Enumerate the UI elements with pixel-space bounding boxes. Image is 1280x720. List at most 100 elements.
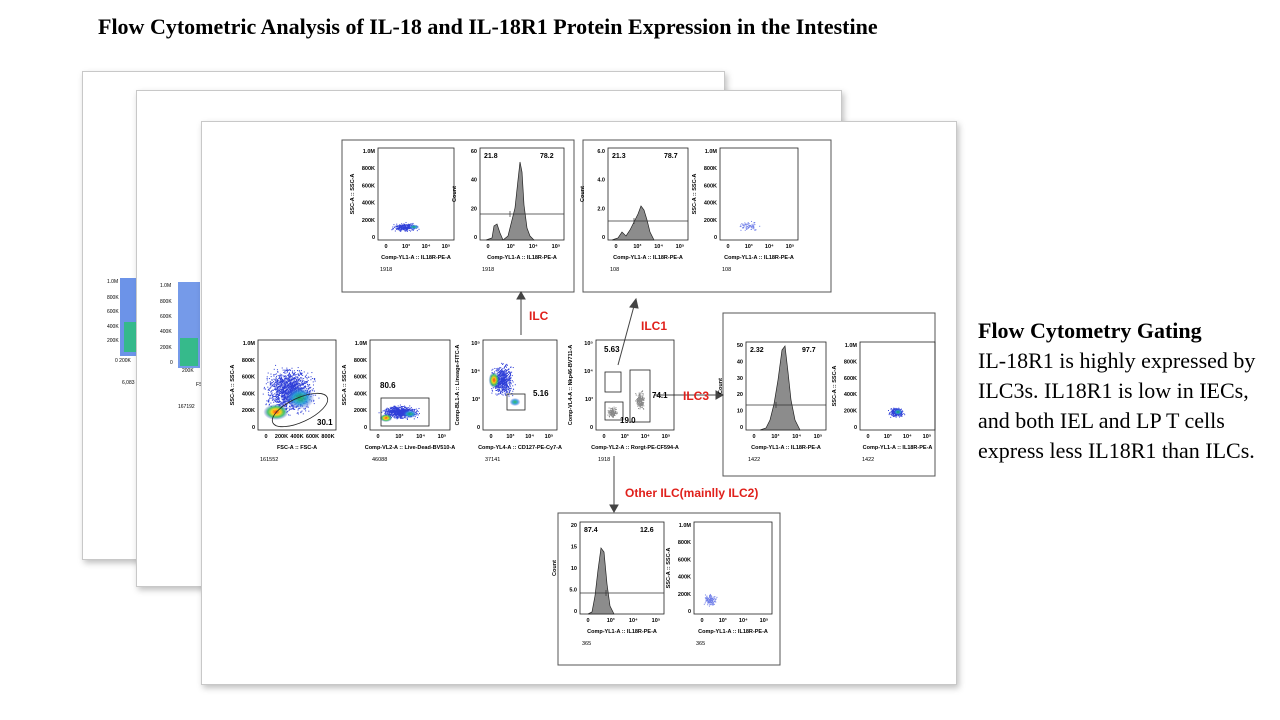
ilc3-scatter-ytick: 600K bbox=[844, 376, 857, 382]
plot-fsc-ssc-dot bbox=[288, 378, 290, 380]
ilc1-scatter-dot bbox=[743, 225, 745, 227]
plot-lineage-cd127-ytick: 0 bbox=[477, 425, 480, 431]
plot-live-dead-dot bbox=[413, 410, 415, 412]
plot-live-dead-dot bbox=[402, 409, 404, 411]
plot-live-dead-dot bbox=[397, 408, 399, 410]
plot-lineage-cd127-dot bbox=[502, 370, 504, 372]
plot-live-dead-dot bbox=[385, 411, 387, 413]
plot-fsc-ssc-dot bbox=[300, 412, 302, 414]
plot-nkp46-rorgt-dot bbox=[612, 408, 614, 410]
plot-live-dead-dot bbox=[401, 412, 403, 414]
plot-live-dead-dot bbox=[394, 405, 396, 407]
plot-live-dead-dot bbox=[400, 412, 402, 414]
plot-fsc-ssc-dot bbox=[282, 378, 284, 380]
plot-fsc-ssc-dot bbox=[271, 379, 273, 381]
ilc-hist-xlabel: Comp-YL1-A :: IL18R-PE-A bbox=[487, 255, 557, 261]
plot-lineage-cd127-dot bbox=[504, 373, 506, 375]
ilc-scatter-dot bbox=[405, 227, 407, 229]
ilc-scatter-dot bbox=[403, 228, 405, 230]
plot-live-dead-dot bbox=[391, 407, 393, 409]
plot-lineage-cd127-dot bbox=[509, 378, 511, 380]
plot-lineage-cd127-dot bbox=[497, 387, 499, 389]
plot-fsc-ssc-dot bbox=[266, 379, 268, 381]
other-scatter-dot bbox=[713, 596, 715, 598]
plot-fsc-ssc-dot bbox=[292, 387, 294, 389]
ilc-scatter-dot bbox=[405, 227, 407, 229]
plot-live-dead-dot bbox=[394, 411, 396, 413]
ilc3-scatter-dot bbox=[900, 413, 902, 415]
plot-fsc-ssc-dot bbox=[273, 398, 275, 400]
plot-lineage-cd127-dot bbox=[506, 372, 508, 374]
plot-lineage-cd127-dot bbox=[500, 378, 502, 380]
ilc3-scatter-xtick: 10⁵ bbox=[923, 434, 932, 440]
plot-fsc-ssc-dot bbox=[311, 389, 313, 391]
plot-fsc-ssc-dot bbox=[276, 391, 278, 393]
plot-lineage-cd127-ytick: 10³ bbox=[472, 396, 480, 403]
plot-live-dead-dot bbox=[386, 409, 388, 411]
plot-lineage-cd127-dot bbox=[512, 390, 514, 392]
plot-lineage-cd127-dot bbox=[498, 371, 500, 373]
ilc1-scatter-dot bbox=[742, 224, 744, 226]
ilc1-scatter-dot bbox=[755, 229, 757, 231]
plot-nkp46-rorgt-ylabel: Comp-VL4-A :: Nkp46-BV711-A bbox=[568, 345, 574, 426]
plot-fsc-ssc-dot bbox=[304, 381, 306, 383]
plot-nkp46-rorgt-dot bbox=[639, 401, 641, 403]
plot-live-dead-dot bbox=[399, 413, 401, 415]
ilc-scatter-dot bbox=[392, 228, 394, 230]
plot-lineage-cd127-dot bbox=[506, 373, 508, 375]
plot-nkp46-rorgt-dot bbox=[638, 402, 640, 404]
plot-lineage-cd127-dot bbox=[494, 371, 496, 373]
plot-fsc-ssc-dot bbox=[274, 384, 276, 386]
plot-lineage-cd127-xtick: 10⁴ bbox=[525, 434, 534, 440]
plot-live-dead-dot bbox=[397, 414, 399, 416]
other-scatter-ytick: 800K bbox=[678, 540, 691, 546]
ilc-panel-frame bbox=[341, 139, 575, 293]
plot-nkp46-rorgt-dot bbox=[639, 408, 641, 410]
plot-lineage-cd127-dot bbox=[498, 388, 500, 390]
plot-lineage-cd127-dot bbox=[499, 378, 501, 380]
plot-fsc-ssc-dot bbox=[296, 412, 298, 414]
plot-fsc-ssc-dot bbox=[276, 382, 278, 384]
plot-lineage-cd127-dot bbox=[508, 368, 510, 370]
plot-fsc-ssc-dot bbox=[275, 399, 277, 401]
plot-nkp46-rorgt-dot bbox=[615, 409, 617, 411]
plot-nkp46-rorgt-dot bbox=[613, 411, 615, 413]
plot-lineage-cd127-dot bbox=[504, 371, 506, 373]
plot-lineage-cd127-dot bbox=[507, 380, 509, 382]
plot-fsc-ssc-dot bbox=[301, 377, 303, 379]
ilc1-scatter-dot bbox=[748, 227, 750, 229]
ilc1-scatter-dot bbox=[748, 223, 750, 225]
plot-lineage-cd127-dot bbox=[502, 386, 504, 388]
plot-live-dead-dot bbox=[407, 418, 409, 420]
other-hist-curve bbox=[587, 547, 615, 615]
plot-fsc-ssc-dot bbox=[285, 391, 287, 393]
plot-fsc-ssc-dot bbox=[283, 394, 285, 396]
ilc-scatter-dot bbox=[406, 229, 408, 231]
plot-live-dead-dot bbox=[403, 406, 405, 408]
other-scatter-dot bbox=[708, 599, 710, 601]
other-scatter-dot bbox=[711, 598, 713, 600]
plot-fsc-ssc-dot bbox=[294, 386, 296, 388]
plot-fsc-ssc-dot bbox=[288, 389, 290, 391]
ilc-scatter-dot bbox=[408, 224, 410, 226]
plot-fsc-ssc-dot bbox=[279, 392, 281, 394]
plot-lineage-cd127-dot bbox=[510, 366, 512, 368]
plot-lineage-cd127-dot bbox=[508, 387, 510, 389]
plot-fsc-ssc-dot bbox=[269, 381, 271, 383]
plot-fsc-ssc-dot bbox=[267, 392, 269, 394]
plot-lineage-cd127-dot bbox=[509, 385, 511, 387]
plot-fsc-ssc-dot bbox=[279, 402, 281, 404]
ilc1-scatter-dot bbox=[753, 226, 755, 228]
plot-lineage-cd127-dot bbox=[500, 372, 502, 374]
plot-lineage-cd127-dot bbox=[508, 372, 510, 374]
plot-fsc-ssc-dot bbox=[275, 378, 277, 380]
plot-fsc-ssc-dot bbox=[298, 386, 300, 388]
plot-live-dead-dot bbox=[396, 416, 398, 418]
plot-fsc-ssc-dot bbox=[286, 379, 288, 381]
ilc-hist-ytick: 0 bbox=[474, 235, 477, 241]
plot-nkp46-rorgt-dot bbox=[614, 412, 616, 414]
ilc1-scatter-ytick: 600K bbox=[704, 183, 717, 189]
plot-fsc-ssc-dot bbox=[276, 369, 278, 371]
plot-lineage-cd127-dot bbox=[498, 385, 500, 387]
plot-nkp46-rorgt-gate-other bbox=[604, 401, 624, 421]
